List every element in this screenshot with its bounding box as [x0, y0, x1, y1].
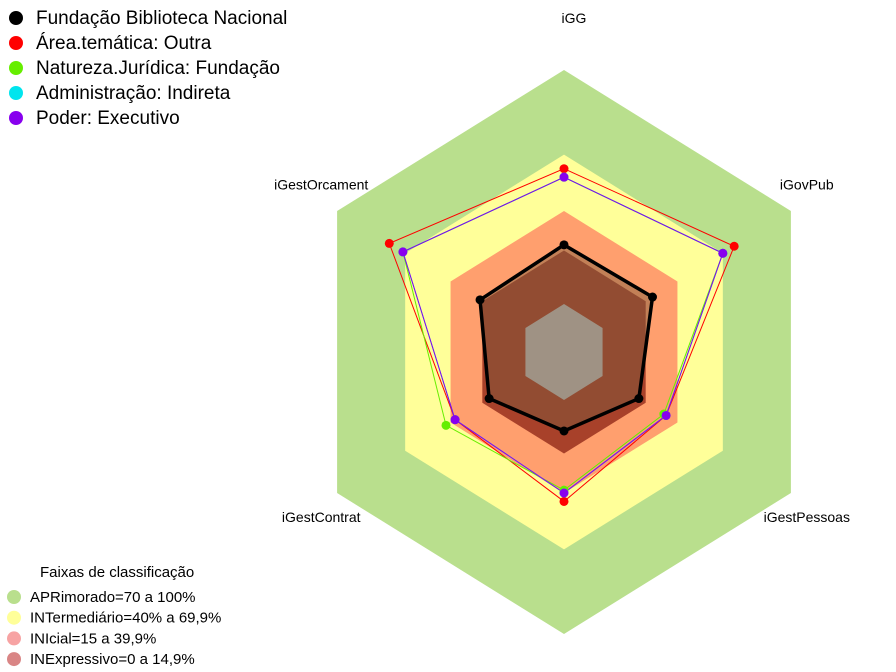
axis-label: iGestContrat	[282, 509, 361, 525]
legend-marker	[9, 11, 23, 25]
legend-label: Administração: Indireta	[36, 83, 231, 104]
legend-marker	[9, 86, 23, 100]
legend-marker	[9, 111, 23, 125]
legend-marker	[9, 61, 23, 75]
band	[525, 304, 603, 400]
series-marker	[718, 248, 728, 258]
series-marker	[559, 172, 569, 182]
band-legend-marker	[7, 652, 21, 667]
legend-label: Área.temática: Outra	[36, 33, 212, 54]
series-marker	[559, 240, 569, 250]
axis-label: iGovPub	[780, 176, 834, 192]
legend-label: Fundação Biblioteca Nacional	[36, 8, 287, 29]
series-marker	[559, 426, 569, 436]
axis-label: iGG	[562, 10, 587, 26]
series-marker	[484, 394, 494, 404]
band-legend-title: Faixas de classificação	[40, 564, 194, 581]
series-marker	[729, 241, 739, 251]
band-legend-label: APRimorado=70 a 100%	[30, 589, 196, 606]
series-marker	[559, 496, 569, 506]
legend-label: Natureza.Jurídica: Fundação	[36, 58, 280, 79]
series-marker	[559, 164, 569, 174]
series-marker	[450, 415, 460, 425]
band-legend-label: INExpressivo=0 a 14,9%	[30, 651, 195, 668]
series-marker	[441, 420, 451, 430]
band-legend-label: INTermediário=40% a 69,9%	[30, 610, 221, 627]
legend-label: Poder: Executivo	[36, 108, 180, 129]
series-marker	[384, 238, 394, 248]
series-marker	[647, 292, 657, 302]
series-marker	[398, 247, 408, 257]
band-legend-marker	[7, 610, 21, 625]
series-marker	[634, 394, 644, 404]
axis-label: iGestOrcament	[274, 176, 368, 192]
series-marker	[475, 295, 485, 305]
series-marker	[559, 488, 569, 498]
legend-marker	[9, 36, 23, 50]
band-legend-label: INIcial=15 a 39,9%	[30, 630, 156, 647]
band-legend-marker	[7, 590, 21, 604]
band-legend-marker	[7, 631, 21, 646]
series-marker	[661, 410, 671, 420]
axis-label: iGestPessoas	[764, 509, 850, 525]
